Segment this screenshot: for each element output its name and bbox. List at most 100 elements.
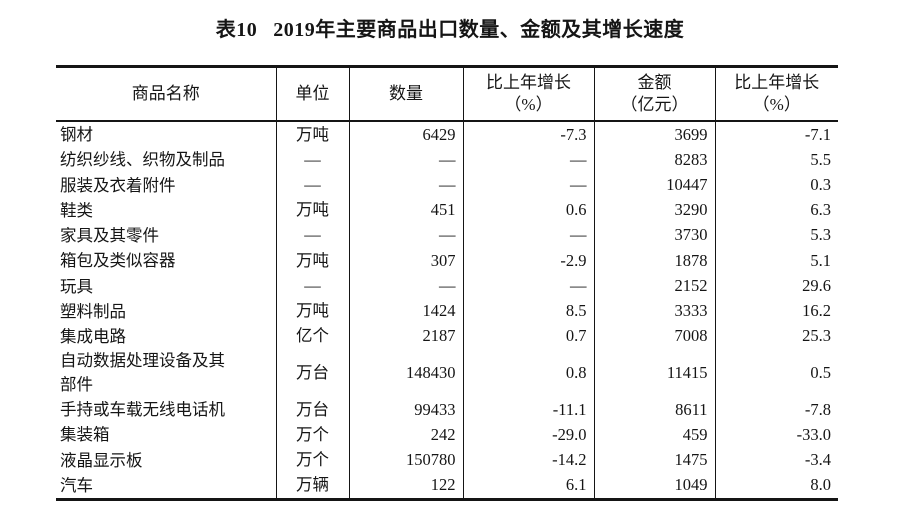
commodity-name-cell: 汽车 — [56, 472, 277, 500]
table-title: 表10 2019年主要商品出口数量、金额及其增长速度 — [0, 13, 900, 42]
commodity-name-cell: 集装箱 — [56, 422, 277, 448]
commodity-name-cell: 服装及衣着附件 — [56, 172, 277, 198]
col-header-unit: 单位 — [276, 66, 350, 122]
unit-cell: 万个 — [276, 447, 350, 473]
amount-growth-cell: 8.0 — [810, 475, 831, 495]
unit-cell: — — [276, 172, 350, 198]
table-title-text: 2019年主要商品出口数量、金额及其增长速度 — [273, 19, 685, 41]
quantity-growth-cell: — — [463, 273, 595, 299]
quantity-growth-cell: -29.0 — [463, 422, 595, 448]
quantity-growth-cell: -11.1 — [463, 396, 595, 423]
commodity-name-cell: 纺织纱线、织物及制品 — [56, 147, 277, 173]
quantity-cell: — — [349, 273, 464, 299]
unit-cell: — — [276, 222, 350, 249]
table-row: 服装及衣着附件 — — — 10447 0.3 — [56, 172, 838, 198]
unit-cell: 万吨 — [276, 197, 350, 223]
quantity-cell: 6429 — [349, 121, 464, 148]
commodity-name-cell: 液晶显示板 — [56, 447, 277, 473]
quantity-growth-cell: -2.9 — [463, 248, 595, 274]
amount-cell: 3699 — [594, 121, 716, 148]
table-row: 钢材 万吨 6429 -7.3 3699 -7.1 — [56, 121, 838, 148]
quantity-cell: 150780 — [349, 447, 464, 473]
commodity-name-cell: 自动数据处理设备及其部件 — [56, 348, 277, 397]
quantity-growth-cell: — — [463, 222, 595, 249]
amount-growth-cell: -33.0 — [796, 424, 831, 444]
amount-growth-cell: 29.6 — [802, 275, 831, 295]
amount-growth-cell: 5.5 — [810, 149, 831, 169]
commodity-name-cell: 家具及其零件 — [56, 222, 277, 249]
unit-cell: 万辆 — [276, 472, 350, 500]
quantity-growth-cell: 8.5 — [463, 298, 595, 324]
amount-growth-cell: 0.3 — [810, 175, 831, 195]
amount-growth-cell: -7.8 — [804, 399, 831, 419]
unit-cell: 亿个 — [276, 323, 350, 349]
commodity-name-cell: 手持或车载无线电话机 — [56, 396, 277, 423]
table-row: 家具及其零件 — — — 3730 5.3 — [56, 222, 838, 249]
commodity-name-cell: 塑料制品 — [56, 298, 277, 324]
table-row: 箱包及类似容器 万吨 307 -2.9 1878 5.1 — [56, 248, 838, 274]
quantity-growth-cell: — — [463, 172, 595, 198]
header-row: 商品名称 单位 数量 比上年增长 （%） 金额 （亿元） 比上年增长 （%） — [56, 66, 838, 122]
quantity-growth-cell: -7.3 — [463, 121, 595, 148]
quantity-cell: 242 — [349, 422, 464, 448]
commodity-name-cell: 箱包及类似容器 — [56, 248, 277, 274]
commodity-name-cell: 玩具 — [56, 273, 277, 299]
unit-cell: — — [276, 273, 350, 299]
amount-cell: 1475 — [594, 447, 716, 473]
commodity-name-cell: 集成电路 — [56, 323, 277, 349]
amount-cell: 459 — [594, 422, 716, 448]
table-row: 纺织纱线、织物及制品 — — — 8283 5.5 — [56, 147, 838, 173]
col-header-amount-growth: 比上年增长 （%） — [715, 66, 838, 122]
amount-cell: 7008 — [594, 323, 716, 349]
unit-cell: 万台 — [276, 348, 350, 397]
amount-cell: 1878 — [594, 248, 716, 274]
amount-cell: 3333 — [594, 298, 716, 324]
table-row: 自动数据处理设备及其部件 万台 148430 0.8 11415 0.5 — [56, 348, 838, 397]
amount-growth-cell: 0.5 — [810, 362, 831, 382]
quantity-cell: — — [349, 147, 464, 173]
amount-cell: 8611 — [594, 396, 716, 423]
export-commodities-table: 商品名称 单位 数量 比上年增长 （%） 金额 （亿元） 比上年增长 （%） 钢… — [56, 65, 838, 501]
commodity-name-cell: 钢材 — [56, 121, 277, 148]
commodity-name-cell: 鞋类 — [56, 197, 277, 223]
col-header-amount: 金额 （亿元） — [594, 66, 716, 122]
unit-cell: 万台 — [276, 396, 350, 423]
col-header-quantity-growth: 比上年增长 （%） — [463, 66, 595, 122]
table-row: 汽车 万辆 122 6.1 1049 8.0 — [56, 472, 838, 500]
amount-cell: 1049 — [594, 472, 716, 500]
quantity-cell: 307 — [349, 248, 464, 274]
quantity-growth-cell: 0.8 — [463, 348, 595, 397]
table-row: 液晶显示板 万个 150780 -14.2 1475 -3.4 — [56, 447, 838, 473]
quantity-growth-cell: 0.6 — [463, 197, 595, 223]
amount-growth-cell: 6.3 — [810, 200, 831, 220]
amount-growth-cell: 5.1 — [810, 250, 831, 270]
amount-growth-cell: 16.2 — [802, 301, 831, 321]
amount-cell: 8283 — [594, 147, 716, 173]
amount-cell: 11415 — [594, 348, 716, 397]
col-header-quantity: 数量 — [349, 66, 464, 122]
quantity-growth-cell: — — [463, 147, 595, 173]
col-header-commodity-name: 商品名称 — [56, 66, 277, 122]
table-row: 集成电路 亿个 2187 0.7 7008 25.3 — [56, 323, 838, 349]
table-row: 集装箱 万个 242 -29.0 459 -33.0 — [56, 422, 838, 448]
amount-cell: 10447 — [594, 172, 716, 198]
quantity-growth-cell: 0.7 — [463, 323, 595, 349]
unit-cell: 万吨 — [276, 298, 350, 324]
table-row: 塑料制品 万吨 1424 8.5 3333 16.2 — [56, 298, 838, 324]
amount-cell: 2152 — [594, 273, 716, 299]
amount-growth-cell: 5.3 — [810, 225, 831, 245]
quantity-cell: 122 — [349, 472, 464, 500]
table-title-number: 表10 — [215, 19, 258, 41]
quantity-cell: — — [349, 172, 464, 198]
unit-cell: 万个 — [276, 422, 350, 448]
quantity-cell: 148430 — [349, 348, 464, 397]
unit-cell: 万吨 — [276, 121, 350, 148]
amount-growth-cell: 25.3 — [802, 326, 831, 346]
quantity-cell: 2187 — [349, 323, 464, 349]
table-row: 鞋类 万吨 451 0.6 3290 6.3 — [56, 197, 838, 223]
quantity-growth-cell: 6.1 — [463, 472, 595, 500]
amount-cell: 3290 — [594, 197, 716, 223]
table-row: 手持或车载无线电话机 万台 99433 -11.1 8611 -7.8 — [56, 396, 838, 423]
amount-growth-cell: -3.4 — [804, 450, 831, 470]
quantity-cell: 451 — [349, 197, 464, 223]
